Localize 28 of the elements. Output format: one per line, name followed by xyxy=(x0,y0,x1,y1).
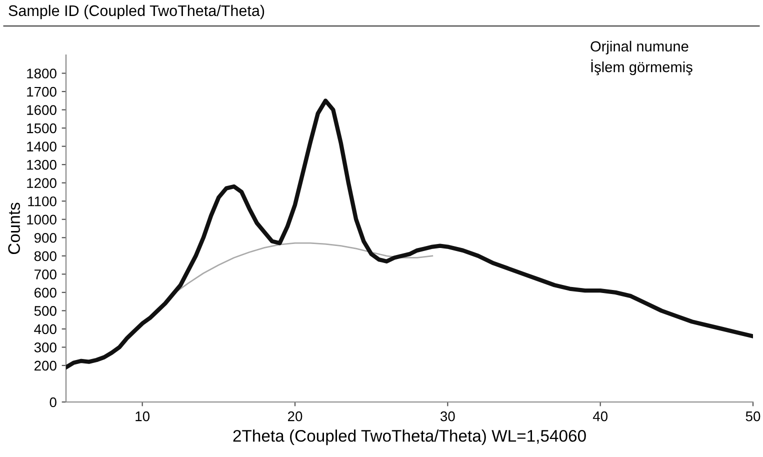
x-axis-title: 2Theta (Coupled TwoTheta/Theta) WL=1,54060 xyxy=(233,430,586,446)
y-tick-label: 1700 xyxy=(27,86,56,97)
y-tick-label: 500 xyxy=(34,306,56,316)
y-tick-label: 400 xyxy=(34,324,56,334)
y-axis-title: Counts xyxy=(8,202,20,254)
y-tick-label: 1200 xyxy=(27,178,56,188)
y-tick-label: 1800 xyxy=(27,68,56,78)
y-tick-label: 0 xyxy=(50,397,56,408)
chart-title: Sample ID (Coupled TwoTheta/Theta) xyxy=(8,4,264,20)
x-tick-label: 50 xyxy=(746,411,760,422)
y-tick-label: 600 xyxy=(34,288,56,298)
annotation: Orjinal numune İşlem görmemiş xyxy=(590,40,692,76)
y-tick-label: 1300 xyxy=(27,160,56,170)
y-tick-label: 1600 xyxy=(27,105,56,115)
y-tick-label: 1500 xyxy=(27,123,56,134)
y-tick-label: 1100 xyxy=(28,196,56,206)
x-tick-label: 30 xyxy=(440,411,455,422)
y-tick-label: 700 xyxy=(34,269,56,280)
y-tick-label: 900 xyxy=(34,232,56,243)
y-tick-label: 800 xyxy=(34,251,56,262)
x-tick-label: 20 xyxy=(288,411,302,422)
x-tick-label: 10 xyxy=(136,411,150,422)
line-series xyxy=(66,98,753,370)
y-tick-label: 200 xyxy=(34,360,56,371)
x-tick-label: 40 xyxy=(592,411,608,422)
y-tick-label: 300 xyxy=(34,342,56,352)
y-tick-label: 1400 xyxy=(27,142,56,152)
y-tick-label: 1000 xyxy=(27,214,56,225)
